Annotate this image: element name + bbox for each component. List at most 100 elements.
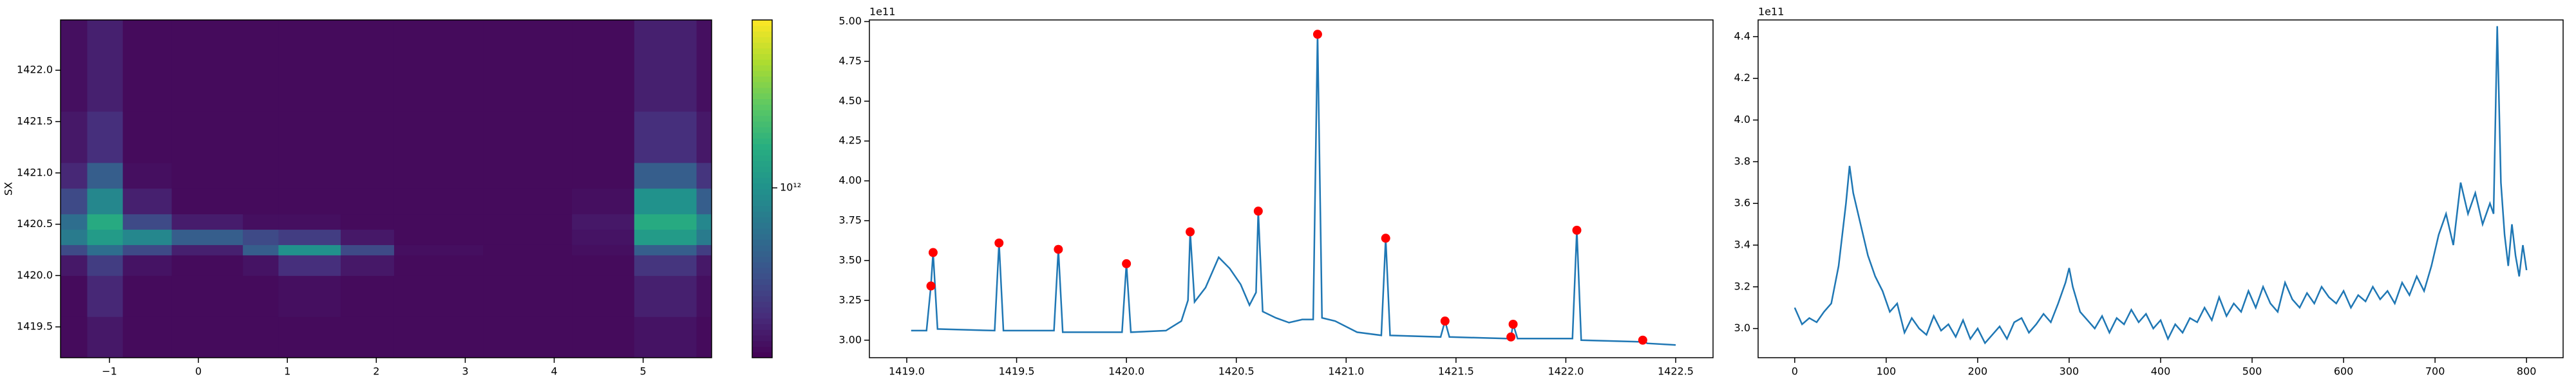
x-tick-label: 5 xyxy=(640,365,647,378)
heatmap-cell xyxy=(572,275,635,317)
colorbar-swatch xyxy=(752,160,772,167)
colorbar-swatch xyxy=(752,127,772,133)
colorbar-swatch xyxy=(752,82,772,88)
heatmap-cell xyxy=(243,317,279,358)
axes-frame xyxy=(60,19,712,358)
colorbar-swatch xyxy=(752,340,772,347)
heatmap-cell xyxy=(122,255,173,276)
heatmap-cell xyxy=(171,275,243,317)
colorbar-swatch xyxy=(752,329,772,336)
heatmap-cell xyxy=(243,244,279,255)
heatmap-cell xyxy=(278,229,341,245)
colorbar-swatch xyxy=(752,307,772,313)
y-tick-label: 1420.5 xyxy=(17,217,53,230)
colorbar-swatch xyxy=(752,301,772,308)
heatmap-cell xyxy=(393,214,484,230)
colorbar-swatch xyxy=(752,295,772,302)
colorbar-swatch xyxy=(752,115,772,122)
colorbar-swatch xyxy=(752,245,772,252)
heatmap-cell xyxy=(61,229,88,245)
heatmap-cell xyxy=(634,275,697,317)
x-tick-label: 1419.0 xyxy=(889,365,925,378)
heatmap-cell xyxy=(171,188,243,215)
heatmap-cell xyxy=(572,317,635,358)
colorbar-swatch xyxy=(752,335,772,342)
x-tick-label: 600 xyxy=(2334,365,2354,378)
peak-marker xyxy=(1638,335,1647,345)
colorbar-swatch xyxy=(752,217,772,223)
colorbar-swatch xyxy=(752,155,772,161)
colorbar-swatch xyxy=(752,143,772,150)
heatmap-cell xyxy=(572,111,635,163)
y-offset-label: 1e11 xyxy=(1758,6,1784,18)
heatmap-cell xyxy=(278,244,341,255)
colorbar-swatch xyxy=(752,76,772,82)
y-tick-label: 1421.0 xyxy=(17,166,53,178)
colorbar-swatch xyxy=(752,65,772,71)
y-tick-label: 3.2 xyxy=(1734,280,1750,292)
peak-marker xyxy=(926,281,936,291)
colorbar-swatch xyxy=(752,290,772,297)
heatmap-cell xyxy=(278,162,341,189)
colorbar-swatch xyxy=(752,37,772,43)
heatmap-cell xyxy=(243,111,279,163)
y-tick-label: 4.75 xyxy=(838,55,862,67)
colorbar-tick-label: 10¹² xyxy=(780,181,801,193)
x-tick-label: 2 xyxy=(373,365,379,378)
heatmap-cell xyxy=(341,188,395,215)
heatmap-cell xyxy=(696,214,712,230)
heatmap-cell xyxy=(483,275,573,317)
peak-marker xyxy=(1253,207,1263,216)
x-tick-label: 0 xyxy=(195,365,202,378)
x-tick-label: 1 xyxy=(284,365,290,378)
heatmap-cell xyxy=(87,111,124,163)
heatmap-cell xyxy=(483,244,573,255)
heatmap-cell xyxy=(634,244,697,255)
colorbar-swatch xyxy=(752,42,772,49)
heatmap-cell xyxy=(393,255,484,276)
peak-marker xyxy=(1506,332,1516,342)
heatmap-cell xyxy=(572,20,635,112)
heatmap-cell xyxy=(634,317,697,358)
heatmap-cell xyxy=(393,317,484,358)
heatmap-cell xyxy=(87,229,124,245)
x-tick-label: 1421.0 xyxy=(1328,365,1364,378)
heatmap-cell xyxy=(122,317,173,358)
y-tick-label: 4.4 xyxy=(1734,30,1750,42)
y-tick-label: 3.25 xyxy=(838,293,862,306)
heatmap-cell xyxy=(341,317,395,358)
heatmap-cell xyxy=(393,229,484,245)
x-tick-label: 4 xyxy=(551,365,557,378)
heatmap-cell xyxy=(243,20,279,112)
colorbar-swatch xyxy=(752,93,772,99)
x-tick-label: 1422.0 xyxy=(1548,365,1584,378)
heatmap-cell xyxy=(696,229,712,245)
heatmap-cell xyxy=(87,244,124,255)
x-tick-label: 700 xyxy=(2425,365,2445,378)
peak-marker xyxy=(1186,227,1195,237)
heatmap-cell xyxy=(696,244,712,255)
colorbar-swatch xyxy=(752,318,772,324)
heatmap-cell xyxy=(87,214,124,230)
heatmap-cell xyxy=(61,275,88,317)
x-tick-label: 0 xyxy=(1792,365,1798,378)
y-tick-label: 1420.0 xyxy=(17,269,53,281)
y-tick-label: 4.25 xyxy=(838,134,862,147)
colorbar-swatch xyxy=(752,346,772,353)
heatmap-cell xyxy=(634,229,697,245)
colorbar-swatch xyxy=(752,200,772,207)
peak-marker xyxy=(1440,317,1450,326)
x-tick-label: 3 xyxy=(462,365,468,378)
heatmap-cell xyxy=(87,317,124,358)
x-tick-label: 300 xyxy=(2060,365,2079,378)
heatmap-cell xyxy=(634,188,697,215)
heatmap-cell xyxy=(341,229,395,245)
heatmap-cell xyxy=(61,244,88,255)
colorbar-swatch xyxy=(752,70,772,77)
colorbar-swatch xyxy=(752,48,772,54)
colorbar-swatch xyxy=(752,53,772,60)
heatmap-cell xyxy=(634,20,697,112)
heatmap-cell xyxy=(634,214,697,230)
peak-marker xyxy=(1572,225,1582,235)
